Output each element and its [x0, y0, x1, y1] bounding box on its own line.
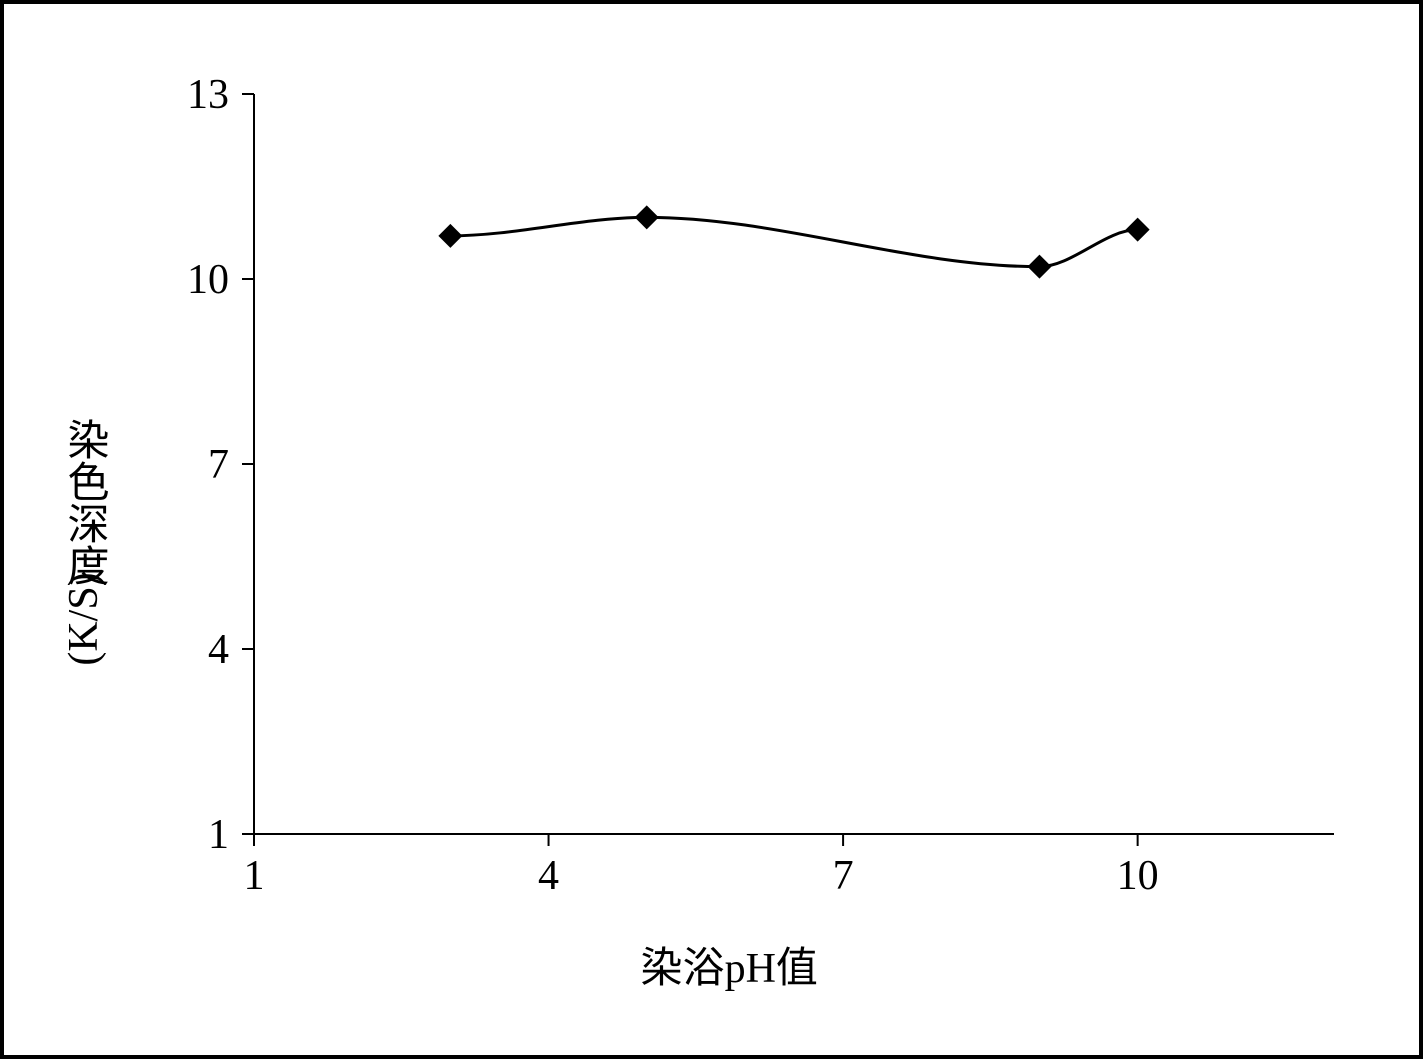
y-tick-label: 4: [208, 627, 229, 673]
x-tick-label: 7: [833, 853, 854, 899]
y-tick-label: 10: [187, 257, 229, 303]
data-marker: [1027, 255, 1051, 279]
data-marker: [438, 224, 462, 248]
x-axis-label-cn-suffix: 值: [776, 946, 818, 992]
data-marker: [1126, 218, 1150, 242]
y-axis-label-cn: 染色深度: [61, 417, 107, 585]
y-axis-label-latin: (K/S): [61, 572, 107, 665]
x-tick-label: 1: [244, 853, 265, 899]
x-axis-label-cn-prefix: 染浴: [641, 946, 725, 992]
data-line: [450, 217, 1137, 266]
x-tick-label: 10: [1117, 853, 1159, 899]
y-axis-label: 染色深度(K/S): [37, 417, 130, 641]
chart-svg: 1 4 7 10 1 4 7 10 13: [54, 54, 1374, 954]
x-axis-label-latin: pH: [725, 946, 776, 992]
figure-frame: 染色深度(K/S) 1 4 7 10 1 4 7 10 13 染浴pH值: [0, 0, 1423, 1059]
y-tick-label: 7: [208, 442, 229, 488]
chart-container: 染色深度(K/S) 1 4 7 10 1 4 7 10 13 染浴pH值: [54, 54, 1369, 1005]
x-tick-label: 4: [538, 853, 559, 899]
data-marker: [635, 205, 659, 229]
y-tick-label: 1: [208, 812, 229, 858]
x-axis-label: 染浴pH值: [641, 934, 818, 995]
y-tick-label: 13: [187, 72, 229, 118]
